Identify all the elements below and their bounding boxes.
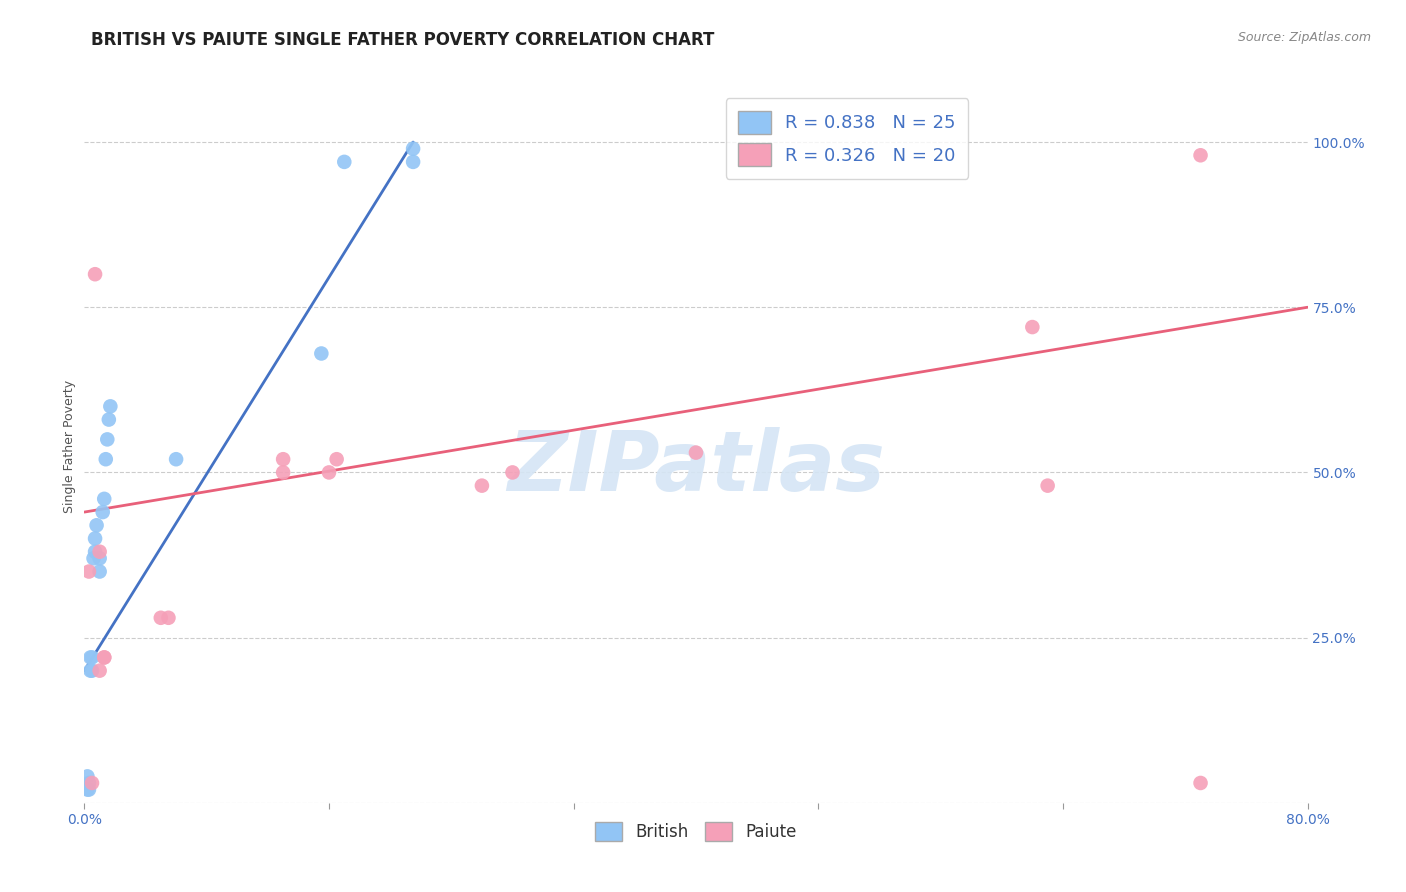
Point [89, 551, 111, 566]
Point [1189, 148, 1212, 162]
Point [79, 664, 101, 678]
Point [93, 650, 115, 665]
Point [89, 664, 111, 678]
Point [76, 782, 98, 797]
Point [84, 532, 107, 546]
Point [402, 142, 425, 156]
Point [83, 551, 105, 566]
Point [76, 769, 98, 783]
Point [98, 400, 121, 414]
Point [311, 346, 333, 360]
Point [157, 611, 180, 625]
Point [402, 154, 425, 169]
Point [77, 782, 100, 797]
Point [318, 466, 340, 480]
Text: BRITISH VS PAIUTE SINGLE FATHER POVERTY CORRELATION CHART: BRITISH VS PAIUTE SINGLE FATHER POVERTY … [91, 31, 714, 49]
Point [149, 611, 172, 625]
Point [84, 545, 107, 559]
Text: Source: ZipAtlas.com: Source: ZipAtlas.com [1237, 31, 1371, 45]
Point [1036, 478, 1059, 492]
Point [91, 505, 114, 519]
Point [84, 267, 107, 281]
Point [79, 650, 101, 665]
Point [1189, 776, 1212, 790]
Point [89, 545, 111, 559]
Point [93, 650, 115, 665]
Y-axis label: Single Father Poverty: Single Father Poverty [63, 379, 76, 513]
Point [333, 154, 356, 169]
Point [502, 466, 524, 480]
Point [77, 776, 100, 790]
Point [80, 776, 103, 790]
Legend: British, Paiute: British, Paiute [589, 815, 803, 848]
Point [96, 433, 118, 447]
Point [80, 664, 103, 678]
Point [1021, 320, 1043, 334]
Point [271, 452, 294, 467]
Point [94, 452, 117, 467]
Point [77, 565, 100, 579]
Point [165, 452, 187, 467]
Point [97, 412, 120, 426]
Point [271, 466, 294, 480]
Point [80, 650, 103, 665]
Point [86, 518, 108, 533]
Text: ZIPatlas: ZIPatlas [508, 427, 884, 508]
Point [93, 491, 115, 506]
Point [325, 452, 347, 467]
Point [89, 565, 111, 579]
Point [471, 478, 494, 492]
Point [685, 445, 707, 459]
